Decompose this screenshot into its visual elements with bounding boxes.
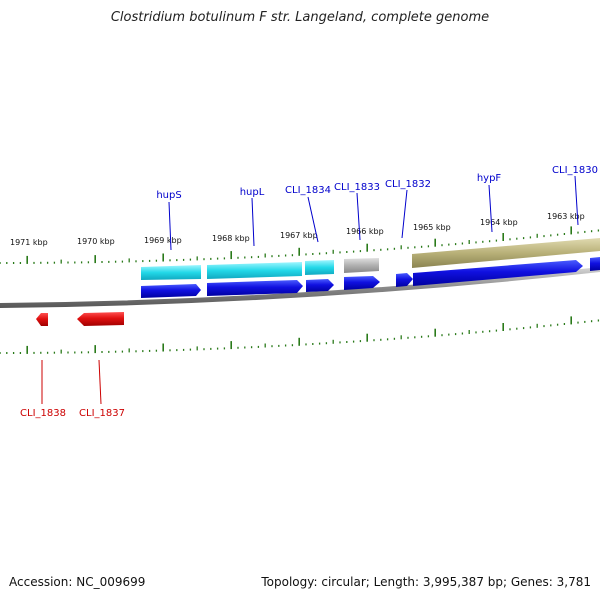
- scale-label: 1967 kbp: [280, 231, 318, 240]
- label-connectors: [41, 175, 579, 405]
- forward-cds-track: [141, 257, 600, 298]
- gene-label[interactable]: CLI_1834: [285, 185, 331, 196]
- hypf-feature[interactable]: [412, 238, 600, 268]
- cli-1833-feature[interactable]: [344, 258, 379, 273]
- lower-tick-track: [0, 316, 600, 354]
- gene-label[interactable]: hupL: [240, 187, 265, 198]
- hups-cds[interactable]: [141, 284, 201, 298]
- cli-1833-cds[interactable]: [344, 276, 380, 290]
- cli-1834-cds[interactable]: [306, 279, 334, 292]
- connector: [307, 196, 319, 243]
- cli-1830-cds[interactable]: [590, 257, 600, 271]
- scale-label: 1965 kbp: [413, 223, 451, 232]
- gene-label[interactable]: hypF: [477, 173, 502, 184]
- genome-backbone: [0, 267, 600, 308]
- gene-label[interactable]: CLI_1830: [552, 165, 598, 176]
- topology-text: Topology: circular; Length: 3,995,387 bp…: [261, 575, 591, 589]
- connector: [98, 359, 102, 405]
- hupl-feature[interactable]: [207, 262, 302, 279]
- scale-label: 1970 kbp: [77, 237, 115, 246]
- connector: [488, 184, 493, 233]
- cli-1834-feature[interactable]: [305, 260, 334, 275]
- hupl-cds[interactable]: [207, 280, 303, 296]
- scale-label: 1968 kbp: [212, 234, 250, 243]
- gene-label[interactable]: CLI_1832: [385, 179, 431, 190]
- map-title: Clostridium botulinum F str. Langeland, …: [110, 10, 490, 25]
- hups-feature[interactable]: [141, 265, 201, 280]
- cli-1832-cds[interactable]: [396, 273, 413, 287]
- connector: [168, 201, 172, 251]
- scale-label: 1969 kbp: [144, 236, 182, 245]
- scale-label: 1964 kbp: [480, 218, 518, 227]
- gene-label[interactable]: CLI_1838: [20, 408, 66, 419]
- hypf-cds[interactable]: [413, 260, 583, 286]
- scale-label: 1966 kbp: [346, 227, 384, 236]
- gene-labels: hupS hupL CLI_1834 CLI_1833 CLI_1832 hyp…: [20, 165, 598, 419]
- cli-1837-cds[interactable]: [77, 312, 124, 326]
- gene-label[interactable]: hupS: [156, 190, 181, 201]
- connector: [356, 192, 361, 241]
- cli-1838-cds[interactable]: [36, 313, 48, 326]
- upper-tick-track: [0, 226, 600, 264]
- connector: [401, 189, 408, 239]
- scale-label: 1963 kbp: [547, 212, 585, 221]
- feature-track: [141, 238, 600, 280]
- connector: [251, 197, 255, 247]
- gene-label[interactable]: CLI_1833: [334, 182, 380, 193]
- reverse-cds-track: [36, 312, 124, 326]
- connector: [574, 175, 579, 226]
- accession-text: Accession: NC_009699: [9, 575, 146, 589]
- scale-label: 1971 kbp: [10, 238, 48, 247]
- gene-label[interactable]: CLI_1837: [79, 408, 125, 419]
- scale-labels: 1971 kbp 1970 kbp 1969 kbp 1968 kbp 1967…: [10, 212, 585, 247]
